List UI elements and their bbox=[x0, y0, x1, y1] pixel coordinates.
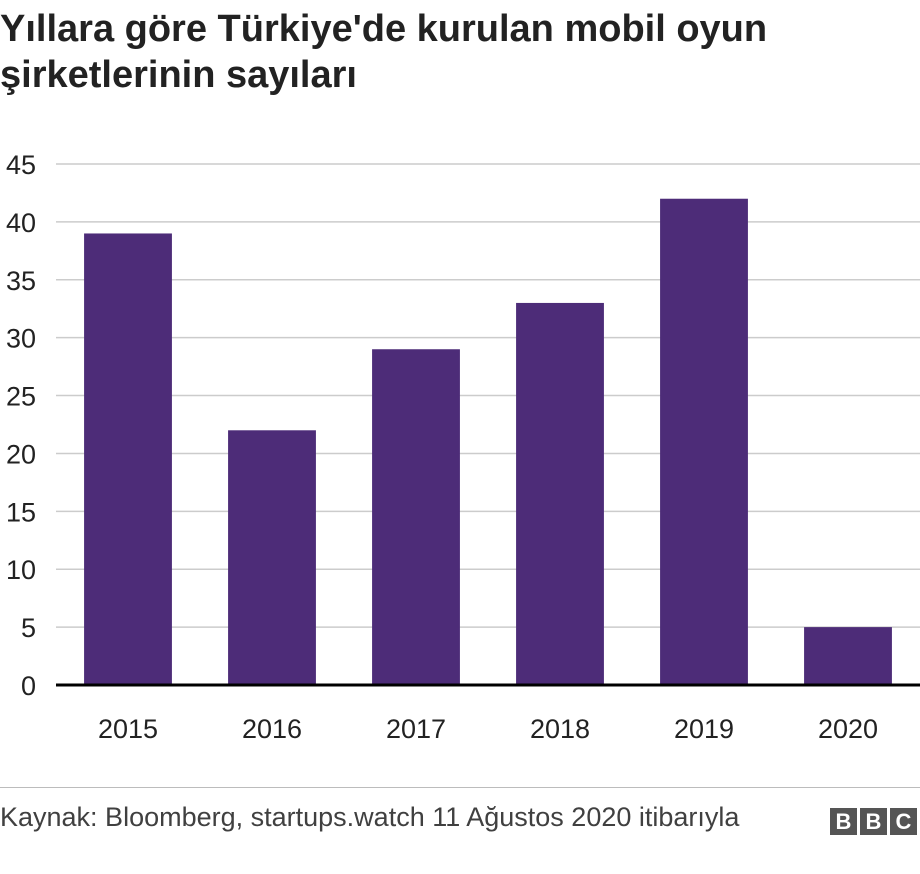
x-tick-label: 2018 bbox=[530, 714, 590, 744]
bar-2015 bbox=[84, 233, 172, 685]
bar-2019 bbox=[660, 198, 748, 685]
x-tick-label: 2020 bbox=[818, 714, 878, 744]
y-tick-label: 40 bbox=[6, 208, 36, 238]
bbc-logo: B B C bbox=[830, 808, 917, 835]
y-tick-label: 5 bbox=[21, 613, 36, 643]
x-tick-label: 2019 bbox=[674, 714, 734, 744]
y-tick-label: 20 bbox=[6, 439, 36, 469]
bbc-logo-letter-c: C bbox=[890, 808, 917, 835]
footer-divider bbox=[0, 787, 920, 788]
bar-2018 bbox=[516, 302, 604, 685]
y-tick-label: 30 bbox=[6, 324, 36, 354]
x-tick-label: 2016 bbox=[242, 714, 302, 744]
bbc-logo-letter-b2: B bbox=[860, 808, 887, 835]
gridlines bbox=[56, 163, 920, 628]
bbc-logo-letter-b1: B bbox=[830, 808, 857, 835]
y-tick-label: 15 bbox=[6, 497, 36, 527]
bars bbox=[84, 198, 892, 685]
bar-2016 bbox=[228, 430, 316, 685]
x-tick-label: 2017 bbox=[386, 714, 446, 744]
y-tick-label: 10 bbox=[6, 555, 36, 585]
x-tick-label: 2015 bbox=[98, 714, 158, 744]
y-tick-label: 35 bbox=[6, 266, 36, 296]
chart-title: Yıllara göre Türkiye'de kurulan mobil oy… bbox=[0, 8, 768, 96]
source-note: Kaynak: Bloomberg, startups.watch 11 Ağu… bbox=[0, 802, 740, 832]
y-tick-label: 0 bbox=[21, 671, 36, 701]
bar-2017 bbox=[372, 349, 460, 685]
y-tick-label: 45 bbox=[6, 150, 36, 180]
x-axis-ticks: 2015 2016 2017 2018 2019 2020 bbox=[98, 714, 878, 744]
y-tick-label: 25 bbox=[6, 382, 36, 412]
bar-2020 bbox=[804, 627, 892, 685]
y-axis-ticks: 0 5 10 15 20 25 30 35 40 45 bbox=[6, 150, 36, 701]
